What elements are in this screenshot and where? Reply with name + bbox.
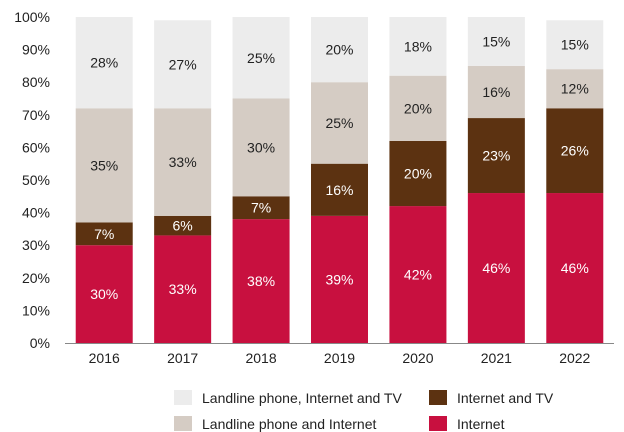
bar-segment bbox=[154, 215, 212, 236]
bar-segment bbox=[232, 17, 290, 99]
bar-data-label: 30% bbox=[247, 139, 275, 155]
bar-data-label: 30% bbox=[90, 286, 118, 302]
x-axis: 2016 2017 2018 2019 2020 2021 2022 bbox=[89, 350, 591, 366]
y-tick-label: 60% bbox=[22, 139, 50, 155]
bar-data-label: 35% bbox=[90, 157, 118, 173]
bar-segment bbox=[389, 75, 447, 141]
legend-label: Landline phone, Internet and TV bbox=[202, 390, 402, 406]
bar-segment bbox=[467, 193, 525, 343]
legend-label: Landline phone and Internet bbox=[202, 416, 376, 432]
bar-data-label: 27% bbox=[169, 56, 197, 72]
bar-data-label: 42% bbox=[404, 267, 432, 283]
legend-swatch bbox=[429, 416, 447, 431]
bar-segment bbox=[389, 17, 447, 76]
bar-segment bbox=[311, 82, 368, 164]
bar-data-label: 46% bbox=[561, 260, 589, 276]
bar-segment bbox=[546, 69, 604, 109]
x-tick-label: 2022 bbox=[559, 350, 590, 366]
bar-segment bbox=[311, 163, 368, 216]
y-tick-label: 90% bbox=[22, 42, 50, 58]
bar-data-label: 25% bbox=[247, 50, 275, 66]
bar-data-label: 18% bbox=[404, 38, 432, 54]
bar-data-label: 28% bbox=[90, 55, 118, 71]
y-tick-label: 50% bbox=[22, 172, 50, 188]
bar-segment bbox=[154, 108, 212, 216]
y-tick-label: 100% bbox=[14, 9, 50, 25]
y-tick-label: 40% bbox=[22, 205, 50, 221]
bar-data-label: 16% bbox=[482, 84, 510, 100]
legend-swatch bbox=[174, 416, 192, 431]
bar-data-label: 33% bbox=[169, 281, 197, 297]
bar-data-label: 23% bbox=[482, 148, 510, 164]
bar-data-label: 12% bbox=[561, 81, 589, 97]
bar-segment bbox=[232, 219, 290, 343]
bar-segment bbox=[75, 222, 133, 246]
bar-data-label: 39% bbox=[325, 271, 353, 287]
bar-data-label: 6% bbox=[173, 218, 193, 234]
bar-segment bbox=[311, 215, 368, 343]
bar-segment bbox=[232, 98, 290, 197]
x-tick-label: 2019 bbox=[324, 350, 355, 366]
y-tick-label: 20% bbox=[22, 270, 50, 286]
x-tick-label: 2017 bbox=[167, 350, 198, 366]
legend-label: Internet and TV bbox=[457, 390, 554, 406]
bar-segment bbox=[467, 65, 525, 119]
bar-data-label: 20% bbox=[404, 100, 432, 116]
bar-data-label: 16% bbox=[325, 182, 353, 198]
x-tick-label: 2018 bbox=[245, 350, 276, 366]
bar-data-label: 7% bbox=[94, 226, 114, 242]
bar-segment bbox=[389, 140, 447, 207]
bar-data-label: 15% bbox=[561, 37, 589, 53]
bar-data-label: 46% bbox=[482, 260, 510, 276]
x-tick-label: 2021 bbox=[481, 350, 512, 366]
y-tick-label: 30% bbox=[22, 237, 50, 253]
bar-segment bbox=[232, 196, 290, 220]
bar-data-label: 25% bbox=[325, 115, 353, 131]
bar-data-label: 15% bbox=[482, 33, 510, 49]
x-tick-label: 2016 bbox=[89, 350, 120, 366]
legend-swatch bbox=[174, 390, 192, 405]
bar-segment bbox=[75, 245, 133, 343]
bar-segment bbox=[389, 206, 447, 343]
legend-swatch bbox=[429, 390, 447, 405]
bar-data-label: 26% bbox=[561, 143, 589, 159]
legend-label: Internet bbox=[457, 416, 505, 432]
x-tick-label: 2020 bbox=[402, 350, 433, 366]
bar-segment bbox=[75, 108, 133, 223]
bar-segment bbox=[467, 17, 525, 66]
bar-segment bbox=[154, 20, 212, 109]
bar-segment bbox=[311, 17, 368, 83]
bar-segment bbox=[75, 17, 133, 109]
bar-segment bbox=[467, 118, 525, 194]
bar-segment bbox=[546, 193, 604, 343]
bar-segment bbox=[546, 20, 604, 70]
legend: Landline phone, Internet and TV Internet … bbox=[174, 390, 554, 432]
y-tick-label: 70% bbox=[22, 107, 50, 123]
bar-segment bbox=[154, 235, 212, 343]
y-tick-label: 80% bbox=[22, 74, 50, 90]
bar-data-label: 33% bbox=[169, 154, 197, 170]
y-axis: 0% 10% 20% 30% 40% 50% 60% 70% 80% 90% 100% bbox=[14, 9, 50, 351]
plot-area: 30% 7% 35% 28% 33% 6% 33% 27% 38% 7% 30% 25% 39% 16% 2… bbox=[75, 17, 604, 343]
bar-data-label: 7% bbox=[251, 200, 271, 216]
y-tick-label: 0% bbox=[30, 335, 50, 351]
bar-data-label: 38% bbox=[247, 273, 275, 289]
y-tick-label: 10% bbox=[22, 302, 50, 318]
bar-segment bbox=[546, 108, 604, 194]
bar-data-label: 20% bbox=[404, 165, 432, 181]
bar-data-label: 20% bbox=[325, 42, 353, 58]
